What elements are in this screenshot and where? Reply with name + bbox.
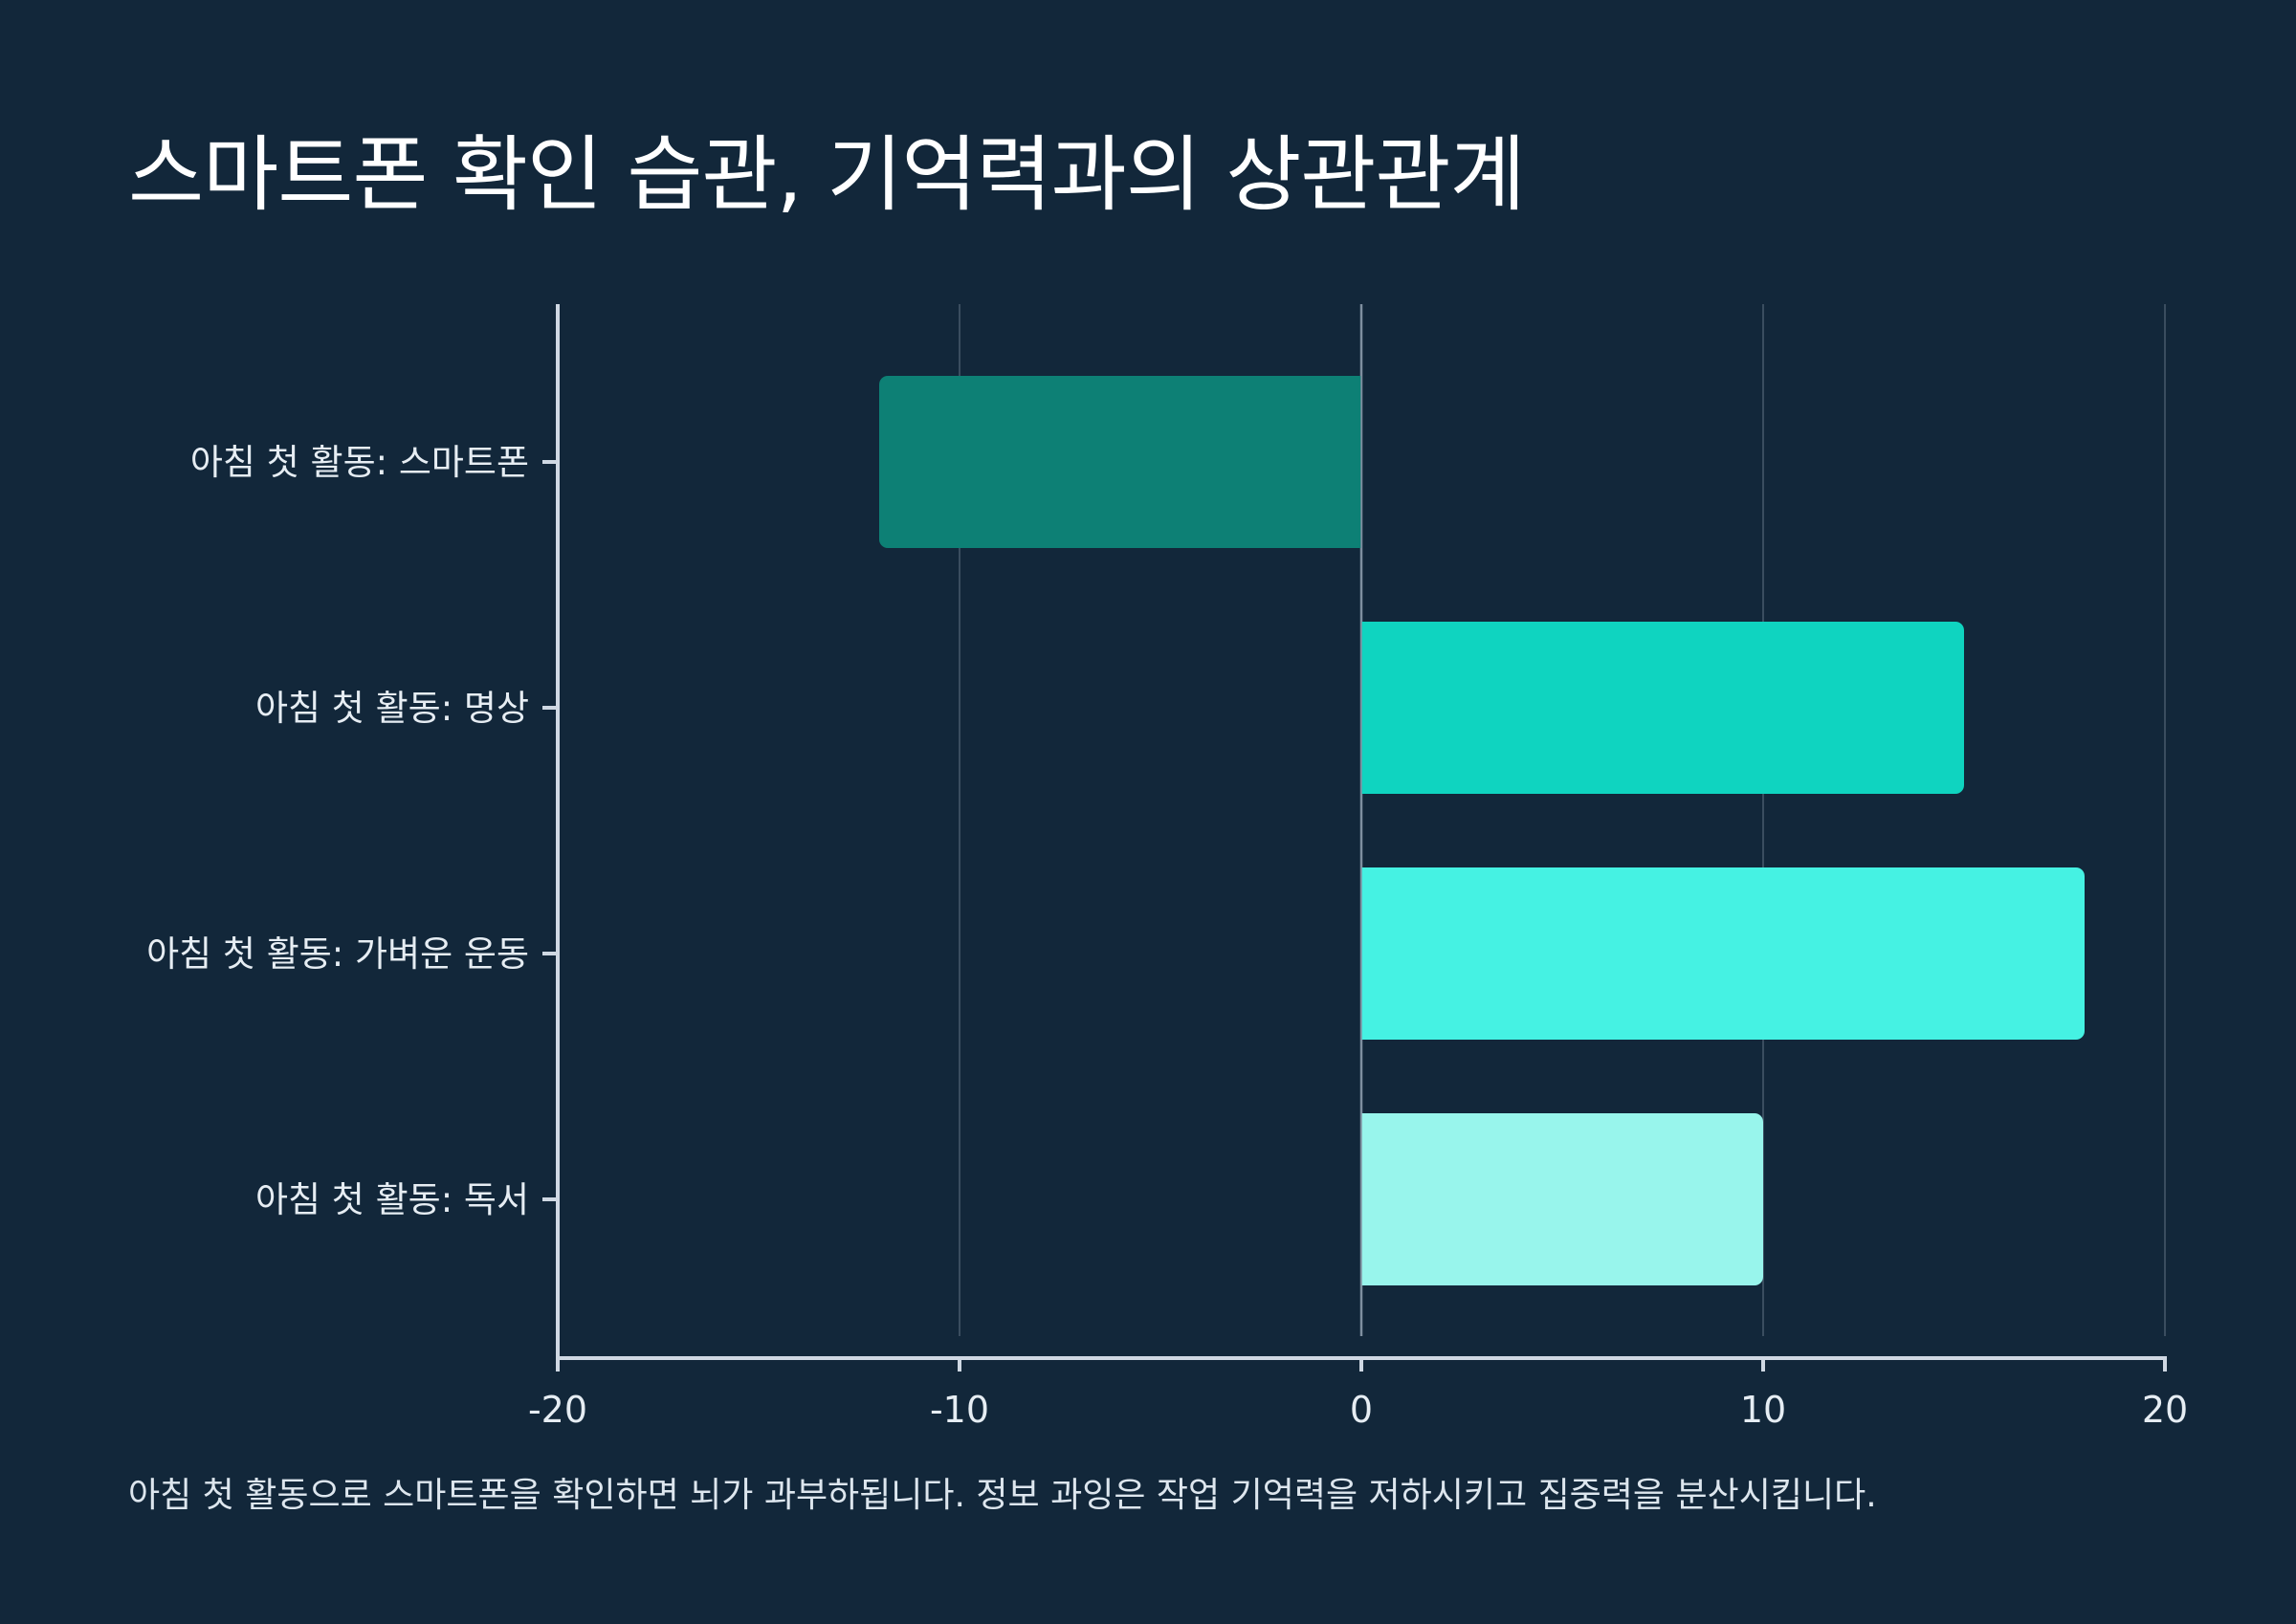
bar-3-base — [1361, 867, 1373, 1040]
y-tick-label: 아침 첫 활동: 가벼운 운동 — [146, 933, 529, 975]
bar-4 — [1361, 1113, 1763, 1285]
x-tick-label: -10 — [930, 1389, 989, 1431]
bar-1-base — [1350, 376, 1361, 548]
bar-4-base — [1361, 1113, 1373, 1285]
x-tick-label: -20 — [528, 1389, 587, 1431]
chart-title: 스마트폰 확인 습관, 기억력과의 상관관계 — [128, 127, 1526, 223]
chart-caption: 아침 첫 활동으로 스마트폰을 확인하면 뇌가 과부하됩니다. 정보 과잉은 작… — [128, 1476, 1877, 1515]
y-tick-label: 아침 첫 활동: 명상 — [255, 688, 529, 729]
y-tick-label: 아침 첫 활동: 독서 — [255, 1179, 529, 1220]
bar-1 — [879, 376, 1361, 548]
y-tick-label: 아침 첫 활동: 스마트폰 — [190, 442, 529, 483]
bar-2-base — [1361, 622, 1373, 794]
bar-2 — [1361, 622, 1964, 794]
x-tick-label: 20 — [2142, 1389, 2188, 1431]
x-tick-label: 10 — [1740, 1389, 1786, 1431]
x-tick-label: 0 — [1350, 1389, 1373, 1431]
bar-3 — [1361, 867, 2085, 1040]
